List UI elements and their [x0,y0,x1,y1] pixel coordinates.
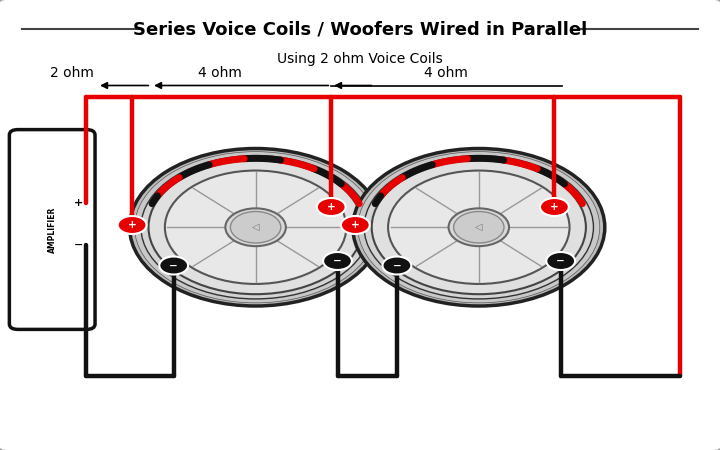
Circle shape [225,208,286,246]
Text: −: − [73,239,83,250]
Text: +: + [550,202,559,212]
Circle shape [454,212,504,243]
Text: ◁: ◁ [252,222,259,232]
Circle shape [540,198,569,216]
Text: −: − [392,261,401,270]
Circle shape [323,252,352,270]
Circle shape [230,212,281,243]
Circle shape [341,216,370,234]
Text: AMPLIFIER: AMPLIFIER [48,206,57,253]
Circle shape [546,252,575,270]
Text: Series Voice Coils / Woofers Wired in Parallel: Series Voice Coils / Woofers Wired in Pa… [133,20,587,38]
Circle shape [358,152,600,303]
Text: −: − [169,261,178,270]
Text: −: − [557,256,565,266]
Circle shape [118,216,147,234]
Text: Using 2 ohm Voice Coils: Using 2 ohm Voice Coils [277,52,443,67]
Circle shape [364,156,593,299]
Text: +: + [327,202,336,212]
Circle shape [159,256,188,274]
Circle shape [382,256,411,274]
Circle shape [141,156,370,299]
Text: 4 ohm: 4 ohm [425,66,468,80]
Text: 4 ohm: 4 ohm [198,66,241,80]
Text: −: − [333,256,342,266]
FancyBboxPatch shape [9,130,95,329]
Circle shape [317,198,346,216]
Text: 2 ohm: 2 ohm [50,66,94,80]
Text: ◁: ◁ [475,222,482,232]
Circle shape [372,160,586,294]
Circle shape [148,160,363,294]
Circle shape [130,148,382,306]
Circle shape [135,152,377,303]
Text: +: + [127,220,137,230]
Circle shape [388,171,570,284]
Circle shape [449,208,509,246]
Circle shape [353,148,605,306]
Text: +: + [351,220,360,230]
Circle shape [165,171,346,284]
Text: +: + [73,198,83,208]
